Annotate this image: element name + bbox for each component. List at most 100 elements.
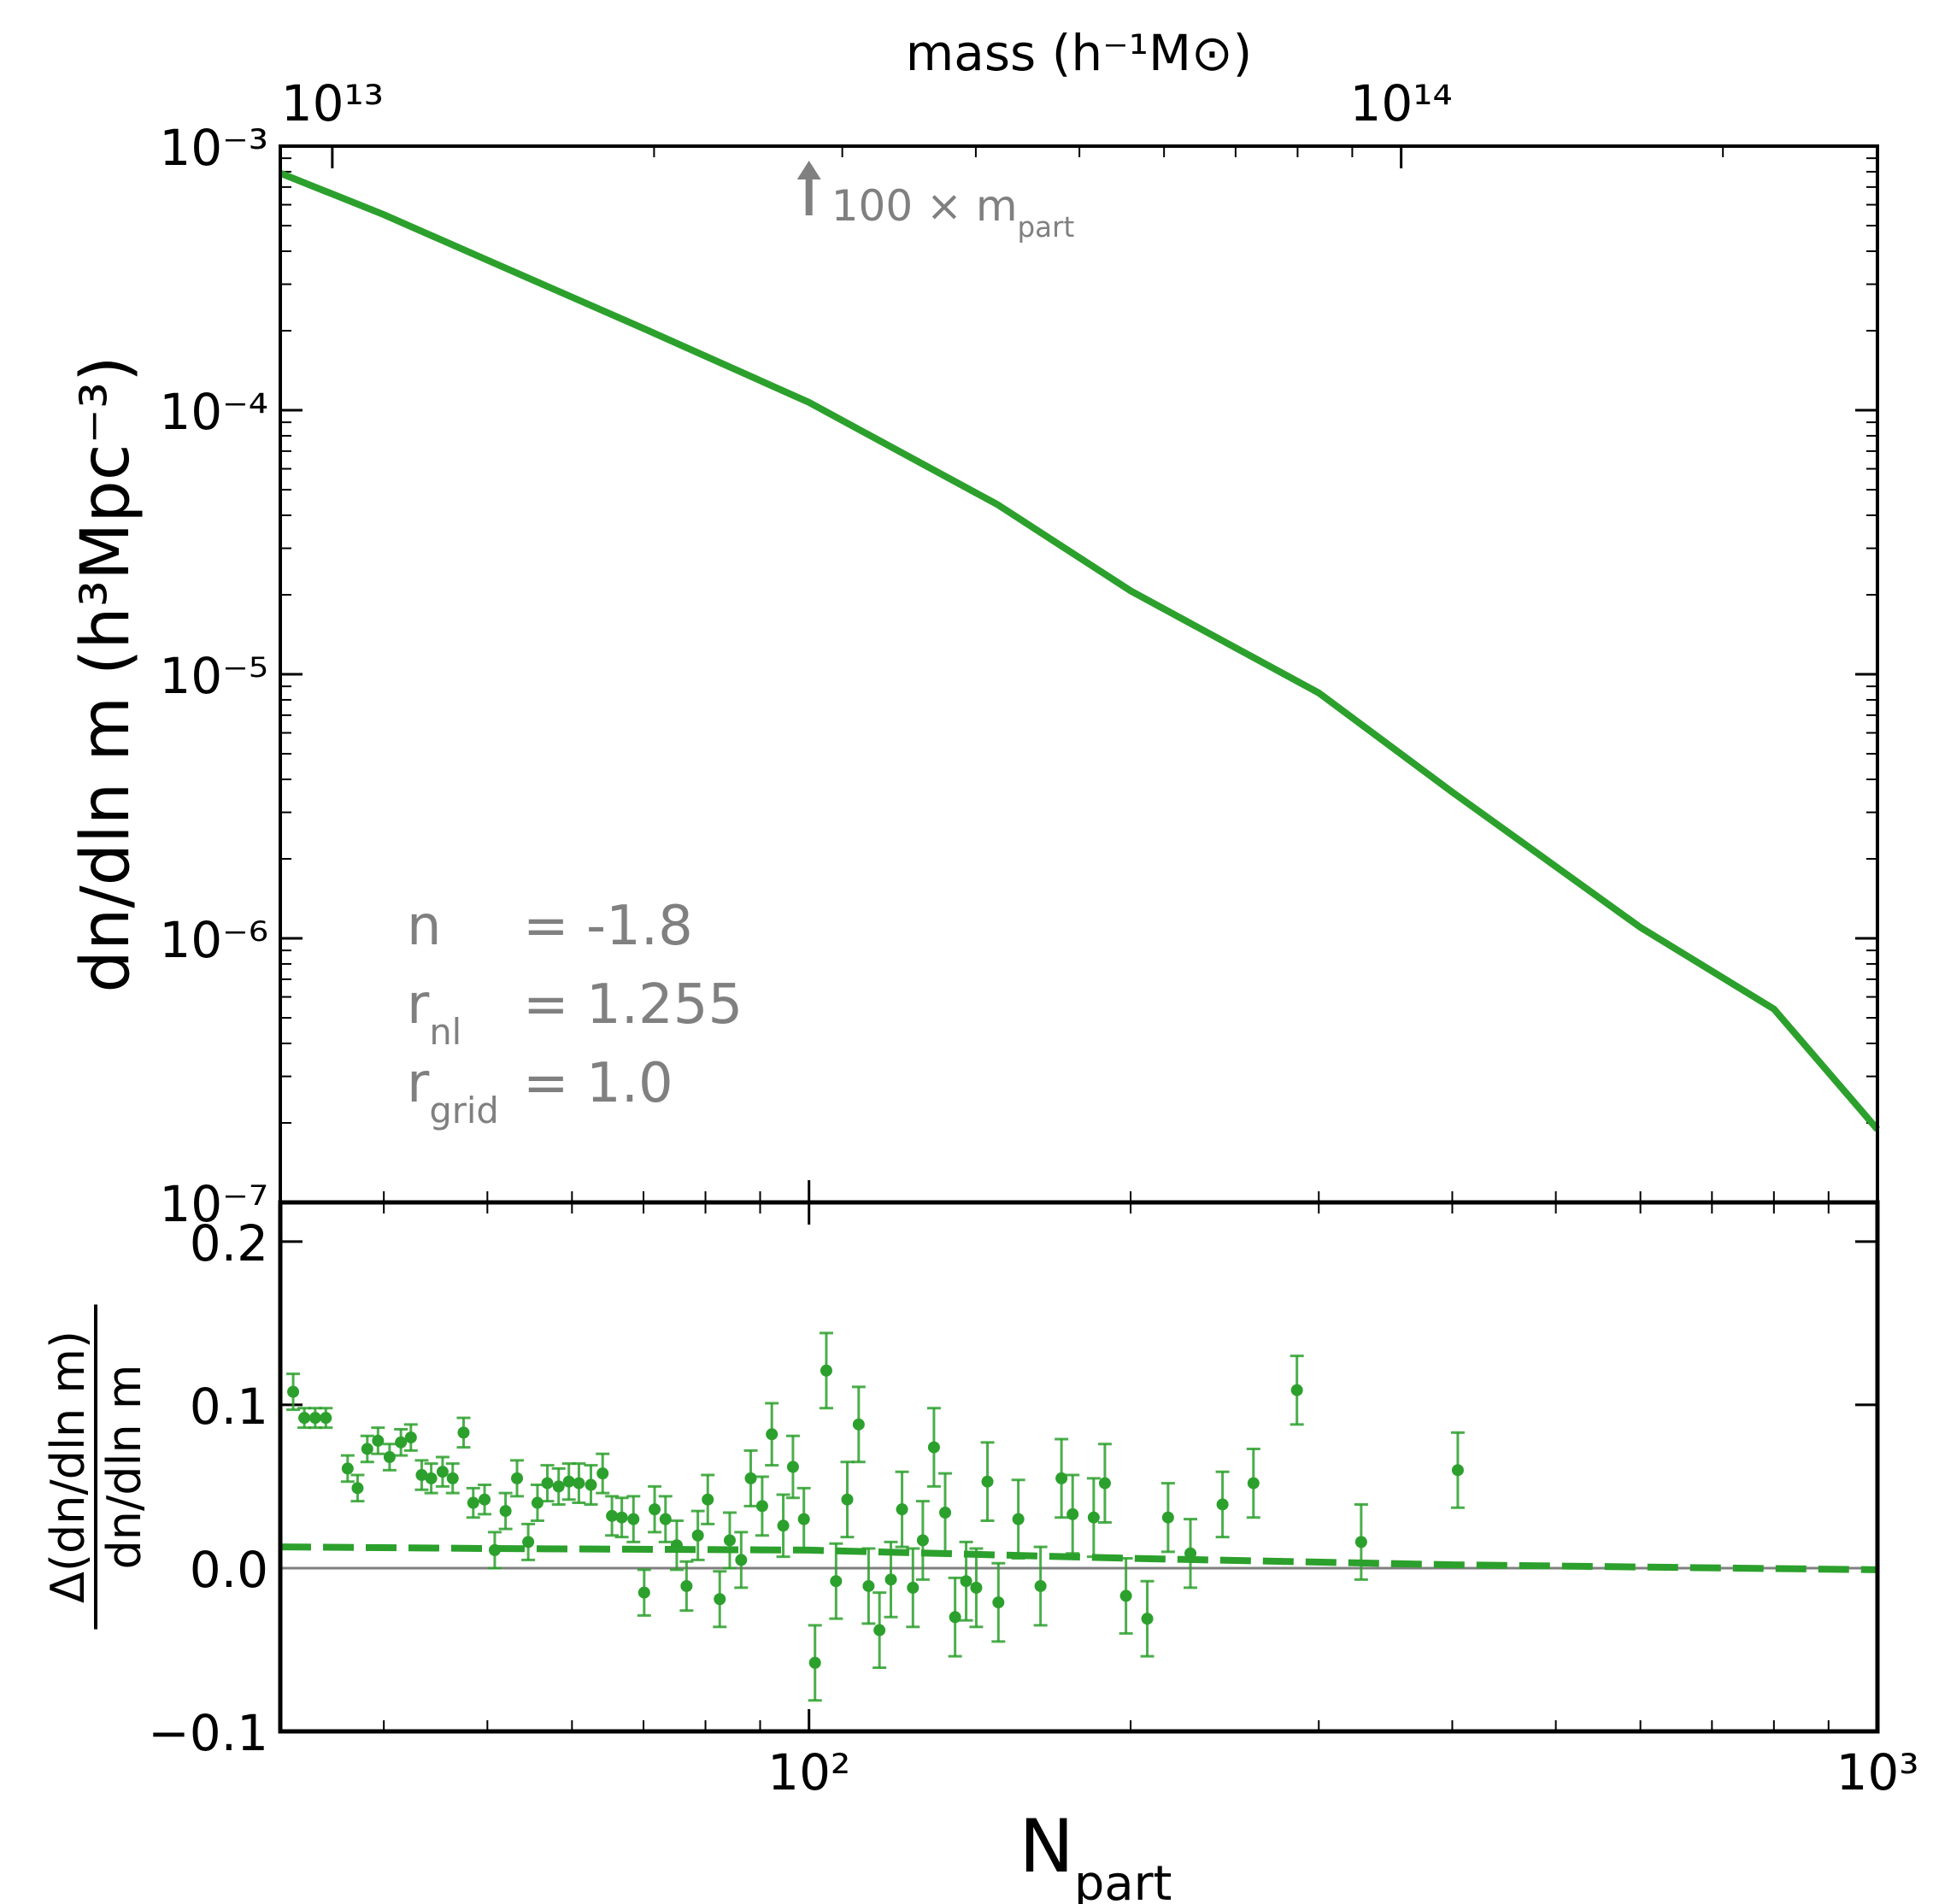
point xyxy=(479,1493,491,1506)
error-point xyxy=(948,1576,962,1658)
point xyxy=(1141,1613,1154,1625)
error-point xyxy=(851,1385,866,1464)
error-point xyxy=(360,1434,374,1464)
error-point xyxy=(969,1547,984,1629)
param-symbol: rgrid xyxy=(407,1052,499,1131)
y-tick-label: 0.1 xyxy=(190,1378,268,1436)
point xyxy=(873,1624,886,1637)
error-point xyxy=(648,1484,662,1534)
error-point xyxy=(637,1568,651,1617)
error-point xyxy=(498,1491,513,1531)
point xyxy=(1161,1511,1174,1524)
error-point xyxy=(980,1441,995,1523)
error-point xyxy=(1097,1443,1112,1524)
point xyxy=(1354,1536,1367,1548)
error-point xyxy=(840,1460,855,1539)
error-point xyxy=(765,1402,779,1467)
error-point xyxy=(1066,1473,1080,1555)
param-symbol: rnl xyxy=(407,973,461,1053)
y-tick-label: 10⁻⁶ xyxy=(159,911,268,969)
error-point xyxy=(991,1561,1006,1643)
point xyxy=(320,1412,332,1425)
point xyxy=(351,1482,364,1495)
point xyxy=(939,1506,952,1519)
point xyxy=(298,1412,311,1425)
point xyxy=(511,1472,524,1484)
point xyxy=(361,1443,373,1455)
error-point xyxy=(1086,1477,1101,1559)
error-point xyxy=(350,1473,365,1503)
point xyxy=(425,1472,438,1484)
error-point xyxy=(1055,1437,1069,1519)
point xyxy=(852,1418,865,1431)
point xyxy=(1451,1464,1464,1477)
point xyxy=(786,1460,799,1473)
error-point xyxy=(319,1407,333,1430)
error-point xyxy=(938,1472,953,1554)
annotation-text: 100 × mpart xyxy=(831,181,1074,244)
error-point xyxy=(1119,1556,1133,1635)
point xyxy=(884,1573,897,1586)
point xyxy=(723,1534,736,1547)
param-symbol-sub: grid xyxy=(429,1090,498,1131)
point xyxy=(830,1575,843,1588)
error-point xyxy=(872,1591,887,1669)
point xyxy=(1098,1477,1111,1490)
arrow-annotation xyxy=(796,161,821,215)
point xyxy=(916,1534,929,1547)
bottom-frame xyxy=(278,1200,1880,1734)
point xyxy=(404,1431,417,1444)
point xyxy=(808,1656,821,1669)
error-point xyxy=(530,1484,544,1523)
point xyxy=(820,1364,832,1377)
point xyxy=(308,1412,321,1425)
y-label-numerator: Δ(dn/dln m) xyxy=(41,1331,95,1603)
param-value: = 1.255 xyxy=(523,973,743,1037)
error-point xyxy=(403,1423,418,1452)
point xyxy=(596,1467,609,1480)
error-point xyxy=(743,1449,758,1507)
y-tick-label: 0.0 xyxy=(190,1541,268,1599)
annotation-text-part: 100 × m xyxy=(831,181,1018,231)
point xyxy=(702,1493,714,1506)
error-point xyxy=(572,1462,586,1505)
point xyxy=(735,1554,748,1566)
point xyxy=(552,1480,565,1493)
param-value: = -1.8 xyxy=(523,895,693,958)
model-dashed xyxy=(279,1543,1878,1573)
error-point xyxy=(713,1570,727,1629)
x-tick-label: 10² xyxy=(767,1743,850,1801)
point xyxy=(573,1477,585,1490)
param-symbol-sub: nl xyxy=(429,1011,461,1053)
error-point xyxy=(1184,1518,1198,1590)
param-symbol-part: n xyxy=(407,895,442,958)
point xyxy=(714,1593,726,1606)
x2-tick-label: 10¹³ xyxy=(281,74,384,132)
point xyxy=(649,1503,661,1516)
error-point xyxy=(819,1331,833,1410)
y-label-denominator: dn/dln m xyxy=(97,1365,151,1570)
error-point xyxy=(926,1407,941,1488)
point xyxy=(383,1451,396,1464)
point xyxy=(992,1596,1005,1609)
point xyxy=(691,1529,704,1542)
error-point xyxy=(584,1464,598,1506)
error-point xyxy=(540,1464,555,1503)
error-point xyxy=(414,1459,429,1491)
error-point xyxy=(906,1547,920,1629)
point xyxy=(1034,1579,1047,1592)
model-curve xyxy=(279,169,1881,1132)
point xyxy=(981,1475,994,1488)
x2-tick-label: 10¹⁴ xyxy=(1349,74,1452,132)
top-frame xyxy=(279,144,1879,1204)
error-point xyxy=(510,1459,525,1498)
point xyxy=(627,1513,640,1525)
point xyxy=(862,1579,875,1592)
point xyxy=(499,1505,512,1518)
error-point xyxy=(861,1547,876,1625)
error-point xyxy=(1033,1545,1048,1627)
y-axis-label: dn/dln m (h³Mpc⁻³) xyxy=(68,356,144,992)
y-tick-label: −0.1 xyxy=(148,1704,268,1762)
x-tick-label: 10³ xyxy=(1836,1743,1918,1801)
point xyxy=(531,1496,543,1509)
